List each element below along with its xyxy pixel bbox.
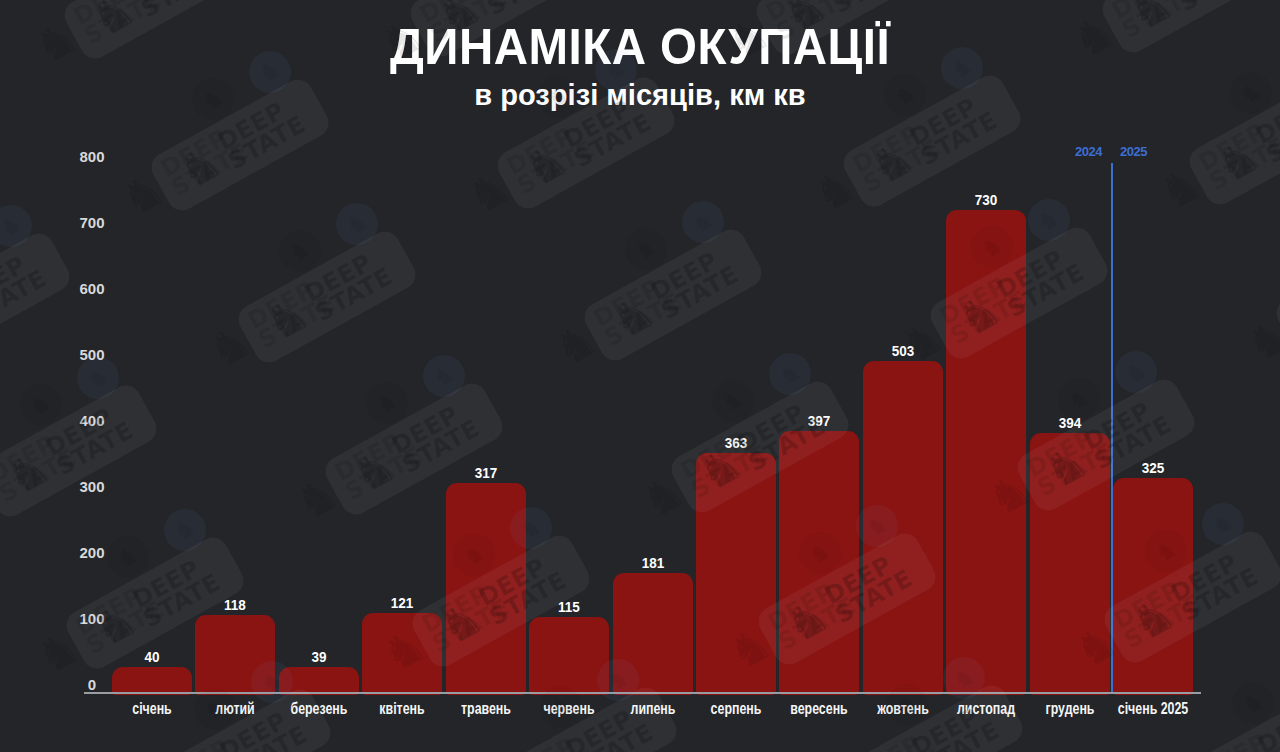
x-axis-month-label: січень (111, 700, 194, 717)
bar-value-label: 325 (1115, 460, 1191, 476)
y-axis-tick-label: 200 (70, 545, 114, 561)
bar-value-label: 317 (448, 465, 524, 481)
bar-серпень (696, 453, 776, 695)
x-axis-month-label: жовтень (862, 700, 945, 717)
chart-subtitle: в розрізі місяців, км кв (19, 80, 1261, 110)
x-axis-month-label: грудень (1029, 700, 1112, 717)
y-axis-tick-label: 700 (70, 215, 114, 231)
bar-value-label: 40 (114, 649, 190, 665)
year-label-2025: 2025 (1120, 144, 1164, 159)
x-axis-month-label: березень (278, 700, 361, 717)
y-axis-tick-label: 400 (70, 413, 114, 429)
bar-січень 2025 (1113, 478, 1193, 695)
bar-вересень (779, 431, 859, 695)
x-axis-month-label: лютий (194, 700, 277, 717)
bar-value-label: 39 (281, 649, 357, 665)
y-axis-tick-label: 600 (70, 281, 114, 297)
bar-грудень (1030, 433, 1110, 695)
y-axis-tick-label: 100 (70, 611, 114, 627)
x-axis-month-label: листопад (945, 700, 1028, 717)
year-label-2024: 2024 (1058, 144, 1102, 159)
x-axis-month-label: квітень (361, 700, 444, 717)
bar-жовтень (863, 361, 943, 695)
bar-травень (446, 483, 526, 695)
bar-червень (529, 617, 609, 695)
x-axis-month-label: січень 2025 (1112, 700, 1195, 717)
bar-value-label: 181 (615, 555, 691, 571)
bar-квітень (362, 613, 442, 695)
y-axis-tick-label: 800 (70, 149, 114, 165)
chart-title: ДИНАМІКА ОКУПАЦІЇ (32, 22, 1248, 72)
bar-лютий (195, 615, 275, 695)
y-axis-tick-label: 300 (70, 479, 114, 495)
bar-січень (112, 667, 192, 695)
bar-листопад (946, 210, 1026, 695)
x-axis-month-label: серпень (695, 700, 778, 717)
y-axis-tick-label: 0 (70, 677, 114, 693)
y-axis-tick-label: 500 (70, 347, 114, 363)
x-axis-month-label: вересень (778, 700, 861, 717)
x-axis-month-label: липень (612, 700, 695, 717)
bar-value-label: 730 (948, 192, 1024, 208)
x-axis-month-label: травень (445, 700, 528, 717)
year-divider-line (1111, 163, 1113, 692)
bar-липень (613, 573, 693, 695)
bar-value-label: 503 (865, 343, 941, 359)
infographic-canvas: ДИНАМІКА ОКУПАЦІЇ в розрізі місяців, км … (0, 0, 1280, 752)
x-axis-line (84, 692, 1201, 694)
bar-березень (279, 667, 359, 695)
bar-value-label: 363 (698, 435, 774, 451)
bar-value-label: 115 (531, 599, 607, 615)
x-axis-month-label: червень (528, 700, 611, 717)
bar-value-label: 394 (1032, 415, 1108, 431)
bar-value-label: 397 (781, 413, 857, 429)
bar-chart: 0 100 200 300 400 500 600 700 800 40 січень 118 люти… (0, 0, 1280, 752)
bar-value-label: 121 (364, 595, 440, 611)
bar-value-label: 118 (197, 597, 273, 613)
